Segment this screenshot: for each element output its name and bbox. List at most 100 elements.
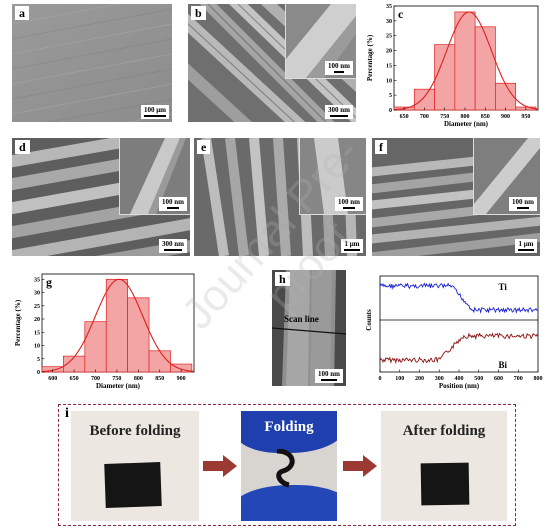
inset-image-b: 100 nm [285, 4, 356, 79]
histogram-bar [148, 350, 171, 373]
inset-image-f: 100 nm [473, 138, 540, 215]
y-tick-label: 10 [34, 344, 40, 350]
glove-top [241, 411, 337, 453]
y-tick-label: 25 [386, 34, 392, 40]
photo-before-folding: Before folding [71, 411, 199, 521]
x-tick-label: 600 [494, 376, 503, 382]
gaussian-fit-line [393, 11, 539, 111]
y-tick-label: 15 [386, 63, 392, 69]
x-tick-label: 700 [514, 376, 523, 382]
x-tick-label: 700 [420, 114, 429, 120]
x-tick-label: 650 [400, 114, 409, 120]
y-tick-label: 5 [389, 93, 392, 99]
scale-text-b: 300 nm [328, 106, 350, 114]
caption-after: After folding [402, 423, 486, 439]
scale-text-f: 1 μm [518, 240, 534, 248]
panel-label-g: g [46, 275, 52, 289]
x-tick-label: 900 [177, 376, 186, 382]
y-tick-label: 25 [34, 304, 40, 310]
sem-image-e: 100 nm e 1 μm [194, 138, 366, 256]
panel-label-c: c [398, 7, 404, 21]
sem-image-b: 100 nm b 300 nm [188, 4, 356, 122]
y-tick-label: 0 [389, 108, 392, 114]
eds-linescan-chart: Ti Bi 0 100 200 300 400 500 600 700 800 Position (n… [365, 275, 543, 390]
y-axis-label: Percentage (%) [14, 299, 22, 346]
y-axis-label: Counts [365, 309, 373, 331]
inset-image-e: 100 nm [299, 138, 366, 215]
scan-line [272, 327, 346, 335]
inset-scale-bar-d: 100 nm [159, 197, 187, 211]
panel-label-d: d [15, 140, 30, 154]
histogram-bar [413, 88, 435, 111]
panel-label-e: e [197, 140, 211, 154]
x-tick-label: 800 [534, 376, 543, 382]
panel-label-h: h [275, 272, 290, 286]
x-tick-label: 850 [155, 376, 164, 382]
series-label-ti: Ti [499, 282, 508, 292]
sem-image-a: a 100 μm [12, 4, 172, 122]
histogram-bar [84, 321, 107, 373]
x-tick-label: 900 [501, 114, 510, 120]
series-line-ti [379, 282, 539, 315]
x-tick-label: 850 [481, 114, 490, 120]
y-tick-label: 0 [37, 370, 40, 376]
x-tick-label: 400 [455, 376, 464, 382]
inset-image-d: 100 nm [119, 138, 190, 215]
x-tick-label: 100 [395, 376, 404, 382]
scale-text-h: 100 nm [318, 370, 340, 378]
inset-scale-bar-b: 100 nm [325, 61, 353, 75]
scale-bar-f: 1 μm [515, 239, 537, 253]
caption-folding: Folding [264, 419, 314, 435]
y-axis-label: Percentage (%) [366, 34, 374, 81]
carbon-film-after [420, 462, 470, 506]
scale-bar-a: 100 μm [140, 105, 169, 119]
folded-film-icon [276, 449, 295, 488]
y-tick-label: 20 [34, 317, 40, 323]
scale-bar-e: 1 μm [341, 239, 363, 253]
sem-texture-h [272, 270, 346, 386]
histogram-bar [474, 26, 496, 111]
carbon-film-before [104, 462, 162, 508]
arrow-right-icon-2 [343, 455, 377, 477]
x-tick-label: 600 [48, 376, 57, 382]
x-tick-label: 950 [521, 114, 530, 120]
histogram-bar [495, 82, 517, 111]
y-tick-label: 5 [37, 357, 40, 363]
histogram-bar [127, 297, 150, 373]
sem-image-d: 100 nm d 300 nm [12, 138, 190, 256]
histogram-g: 600 650 700 750 800 850 900 0 5 10 15 20 25 30 35 Diame… [14, 273, 195, 390]
y-tick-label: 10 [386, 78, 392, 84]
y-tick-label: 15 [34, 330, 40, 336]
panel-label-b: b [191, 6, 206, 20]
scale-bar-h: 100 nm [315, 369, 343, 383]
sem-image-h: Scan line h 100 nm [272, 270, 346, 386]
panel-label-i: i [65, 406, 69, 421]
inset-scale-bar-e: 100 nm [335, 197, 363, 211]
x-tick-label: 750 [440, 114, 449, 120]
scale-bar-d: 300 nm [159, 239, 187, 253]
series-line-bi [379, 332, 539, 365]
arrow-right-icon [203, 455, 237, 477]
y-tick-label: 20 [386, 49, 392, 55]
photo-after-folding: After folding [381, 411, 507, 521]
sem-texture-a [12, 4, 172, 122]
y-tick-label: 30 [34, 291, 40, 297]
x-tick-label: 750 [112, 376, 121, 382]
photo-folding: Folding [241, 411, 337, 521]
glove-bottom [241, 485, 337, 521]
x-tick-label: 700 [91, 376, 100, 382]
plot-frame [379, 275, 539, 373]
x-tick-label: 500 [474, 376, 483, 382]
scale-text-a: 100 μm [143, 106, 166, 114]
folding-panel-i: i Before folding Folding After folding [58, 404, 516, 526]
scale-bar-b: 300 nm [325, 105, 353, 119]
histogram-bar [454, 11, 476, 111]
gaussian-fit-line [41, 278, 195, 373]
x-tick-label: 800 [460, 114, 469, 120]
scan-line-label: Scan line [284, 314, 319, 324]
series-label-bi: Bi [499, 360, 508, 370]
x-tick-label: 0 [379, 376, 382, 382]
scale-text-e: 1 μm [344, 240, 360, 248]
y-tick-label: 30 [386, 19, 392, 25]
x-tick-label: 800 [134, 376, 143, 382]
